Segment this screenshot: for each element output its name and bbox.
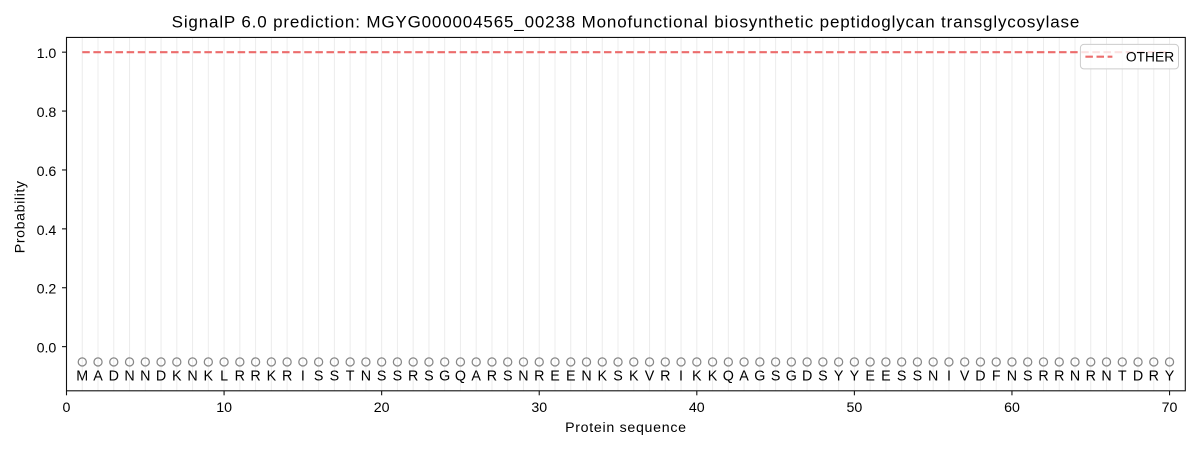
svg-text:A: A [471,369,481,385]
svg-text:S: S [613,369,623,385]
svg-text:0.6: 0.6 [37,164,57,180]
svg-text:G: G [786,369,797,385]
svg-text:0.0: 0.0 [37,341,57,357]
svg-text:R: R [1149,369,1159,385]
svg-text:D: D [975,369,985,385]
svg-text:V: V [960,369,970,385]
svg-text:L: L [220,369,228,385]
svg-text:K: K [692,369,702,385]
svg-text:E: E [566,369,576,385]
svg-text:S: S [377,369,387,385]
svg-text:V: V [645,369,655,385]
svg-text:N: N [928,369,938,385]
svg-text:0.2: 0.2 [37,282,57,298]
svg-text:20: 20 [374,400,390,416]
svg-text:G: G [754,369,765,385]
svg-text:R: R [250,369,260,385]
svg-text:S: S [1023,369,1033,385]
svg-text:A: A [93,369,103,385]
svg-text:70: 70 [1162,400,1178,416]
svg-text:N: N [187,369,197,385]
svg-text:E: E [550,369,560,385]
svg-text:A: A [739,369,749,385]
svg-text:10: 10 [216,400,232,416]
svg-text:N: N [1101,369,1111,385]
svg-text:Protein sequence: Protein sequence [565,420,687,436]
svg-text:S: S [330,369,340,385]
svg-text:0.8: 0.8 [37,105,57,121]
svg-text:0.4: 0.4 [37,223,57,239]
svg-text:60: 60 [1004,400,1020,416]
svg-text:R: R [660,369,670,385]
svg-text:50: 50 [846,400,862,416]
svg-text:S: S [818,369,828,385]
svg-text:0: 0 [63,400,71,416]
svg-text:K: K [708,369,718,385]
svg-text:S: S [771,369,781,385]
svg-text:R: R [487,369,497,385]
svg-text:R: R [408,369,418,385]
svg-text:D: D [156,369,166,385]
svg-text:S: S [424,369,434,385]
svg-text:N: N [1070,369,1080,385]
svg-text:Y: Y [850,369,860,385]
svg-text:OTHER: OTHER [1126,50,1174,65]
svg-text:R: R [235,369,245,385]
svg-text:N: N [1007,369,1017,385]
svg-text:30: 30 [531,400,547,416]
svg-text:I: I [947,369,951,385]
svg-text:R: R [534,369,544,385]
svg-text:1.0: 1.0 [37,46,57,62]
svg-text:T: T [1118,369,1127,385]
svg-text:N: N [361,369,371,385]
svg-text:R: R [1038,369,1048,385]
svg-text:I: I [679,369,683,385]
svg-text:R: R [282,369,292,385]
svg-text:S: S [314,369,324,385]
svg-text:S: S [503,369,513,385]
svg-text:E: E [865,369,875,385]
svg-text:N: N [518,369,528,385]
svg-text:S: S [913,369,923,385]
svg-text:K: K [204,369,214,385]
svg-text:N: N [124,369,134,385]
svg-text:T: T [346,369,355,385]
svg-text:Y: Y [834,369,844,385]
svg-text:SignalP 6.0 prediction: MGYG00: SignalP 6.0 prediction: MGYG000004565_00… [172,12,1081,31]
svg-text:R: R [1086,369,1096,385]
svg-text:40: 40 [689,400,705,416]
svg-text:S: S [897,369,907,385]
svg-text:D: D [802,369,812,385]
svg-text:E: E [881,369,891,385]
svg-text:K: K [267,369,277,385]
svg-text:F: F [992,369,1001,385]
svg-text:R: R [1054,369,1064,385]
svg-text:D: D [109,369,119,385]
svg-text:G: G [439,369,450,385]
svg-text:Probability: Probability [13,180,29,253]
svg-text:K: K [172,369,182,385]
svg-text:Y: Y [1165,369,1175,385]
svg-text:N: N [140,369,150,385]
svg-text:N: N [581,369,591,385]
svg-text:Q: Q [723,369,734,385]
svg-text:M: M [76,369,88,385]
svg-text:S: S [393,369,403,385]
svg-text:Q: Q [455,369,466,385]
svg-text:I: I [301,369,305,385]
svg-text:D: D [1133,369,1143,385]
svg-text:K: K [629,369,639,385]
svg-text:K: K [597,369,607,385]
